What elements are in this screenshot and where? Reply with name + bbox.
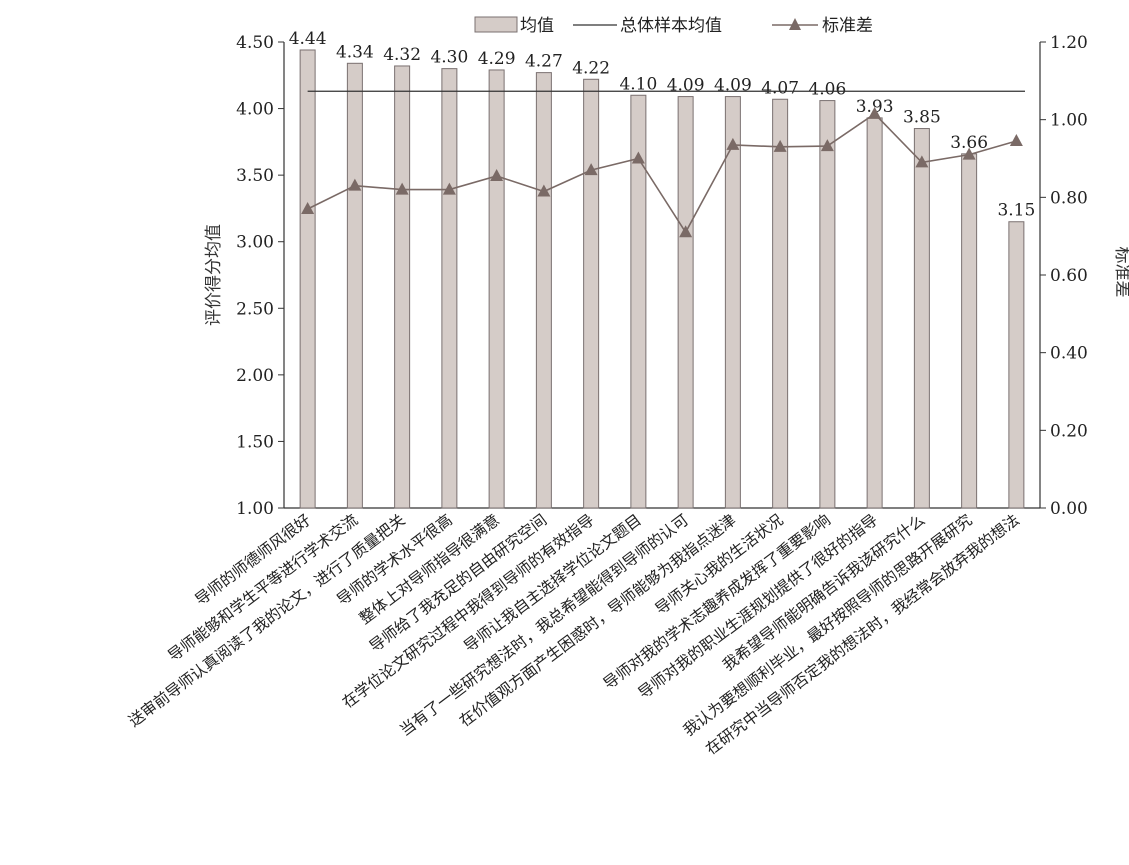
y-tick-label: 4.50 [236, 33, 274, 53]
y2-tick-label: 1.00 [1050, 111, 1088, 131]
y-tick-label: 2.50 [236, 299, 274, 319]
bar-value-label: 4.22 [572, 58, 610, 78]
legend-label-std: 标准差 [822, 16, 873, 36]
y-tick-label: 2.00 [236, 366, 274, 386]
std-marker [631, 151, 645, 164]
legend-label-mean: 均值 [520, 16, 554, 36]
std-marker [820, 139, 834, 152]
bar-value-label: 4.44 [289, 29, 327, 49]
bar-value-label: 4.07 [761, 78, 799, 98]
y-tick-label: 4.00 [236, 100, 274, 120]
y2-axis-title: 标准差 [1112, 247, 1129, 298]
bar [488, 69, 505, 509]
std-marker [490, 168, 504, 181]
y2-tick-label: 0.80 [1050, 188, 1088, 208]
bar [1008, 221, 1025, 509]
bar [346, 62, 363, 509]
y2-tick-label: 0.40 [1050, 344, 1088, 364]
bar-value-label: 4.29 [478, 49, 516, 69]
legend-label-overall-mean: 总体样本均值 [620, 16, 722, 36]
std-marker [395, 182, 409, 195]
bar-value-label: 4.09 [714, 76, 752, 96]
bar-value-label: 4.09 [667, 76, 705, 96]
y2-tick-label: 0.20 [1050, 421, 1088, 441]
bar-value-label: 4.30 [430, 48, 468, 68]
x-tick-label: 导师能够和学生平等进行学术交流 [165, 511, 362, 665]
bar [724, 96, 741, 509]
std-marker [773, 139, 787, 152]
bar-value-label: 4.34 [336, 42, 374, 62]
y2-tick-label: 0.00 [1050, 499, 1088, 519]
bar [677, 96, 694, 509]
bar-value-label: 4.27 [525, 52, 563, 72]
std-marker [1009, 134, 1023, 147]
std-marker [868, 106, 882, 119]
legend-bar-swatch [474, 16, 518, 33]
bar [961, 153, 978, 509]
bar [866, 117, 883, 509]
bar [819, 100, 836, 509]
std-marker [915, 155, 929, 168]
bar [772, 98, 789, 509]
y2-tick-label: 1.20 [1050, 33, 1088, 53]
bar [583, 78, 600, 509]
std-marker [962, 147, 976, 160]
bar [441, 68, 458, 509]
y-tick-label: 1.00 [236, 499, 274, 519]
std-marker [584, 163, 598, 176]
std-marker [537, 184, 551, 197]
std-marker [679, 225, 693, 238]
bar [299, 49, 316, 509]
std-line [307, 112, 1017, 234]
y-tick-label: 3.00 [236, 233, 274, 253]
legend: 均值 总体样本均值 标准差 [474, 16, 873, 36]
legend-std-marker [789, 18, 801, 30]
y-tick-label: 1.50 [236, 432, 274, 452]
bar-value-label: 3.85 [903, 108, 941, 128]
std-marker [726, 137, 740, 150]
y2-tick-label: 0.60 [1050, 266, 1088, 286]
y-axis-title: 评价得分均值 [204, 224, 224, 326]
std-marker [301, 201, 315, 214]
bar-value-label: 3.66 [950, 133, 988, 153]
bar [394, 65, 411, 509]
bar-value-label: 4.06 [808, 80, 846, 100]
std-marker [348, 178, 362, 191]
bar [913, 128, 930, 509]
bar [535, 72, 552, 509]
bar-value-label: 4.10 [619, 74, 657, 94]
y-tick-label: 3.50 [236, 166, 274, 186]
bar [630, 94, 647, 509]
bar-value-label: 3.15 [997, 201, 1035, 221]
std-marker [442, 182, 456, 195]
plot-area: 1.00 1.50 2.00 2.50 3.00 3.50 4.00 4.50 0.00 0.20… [125, 29, 1088, 758]
bar-value-label: 4.32 [383, 45, 421, 65]
